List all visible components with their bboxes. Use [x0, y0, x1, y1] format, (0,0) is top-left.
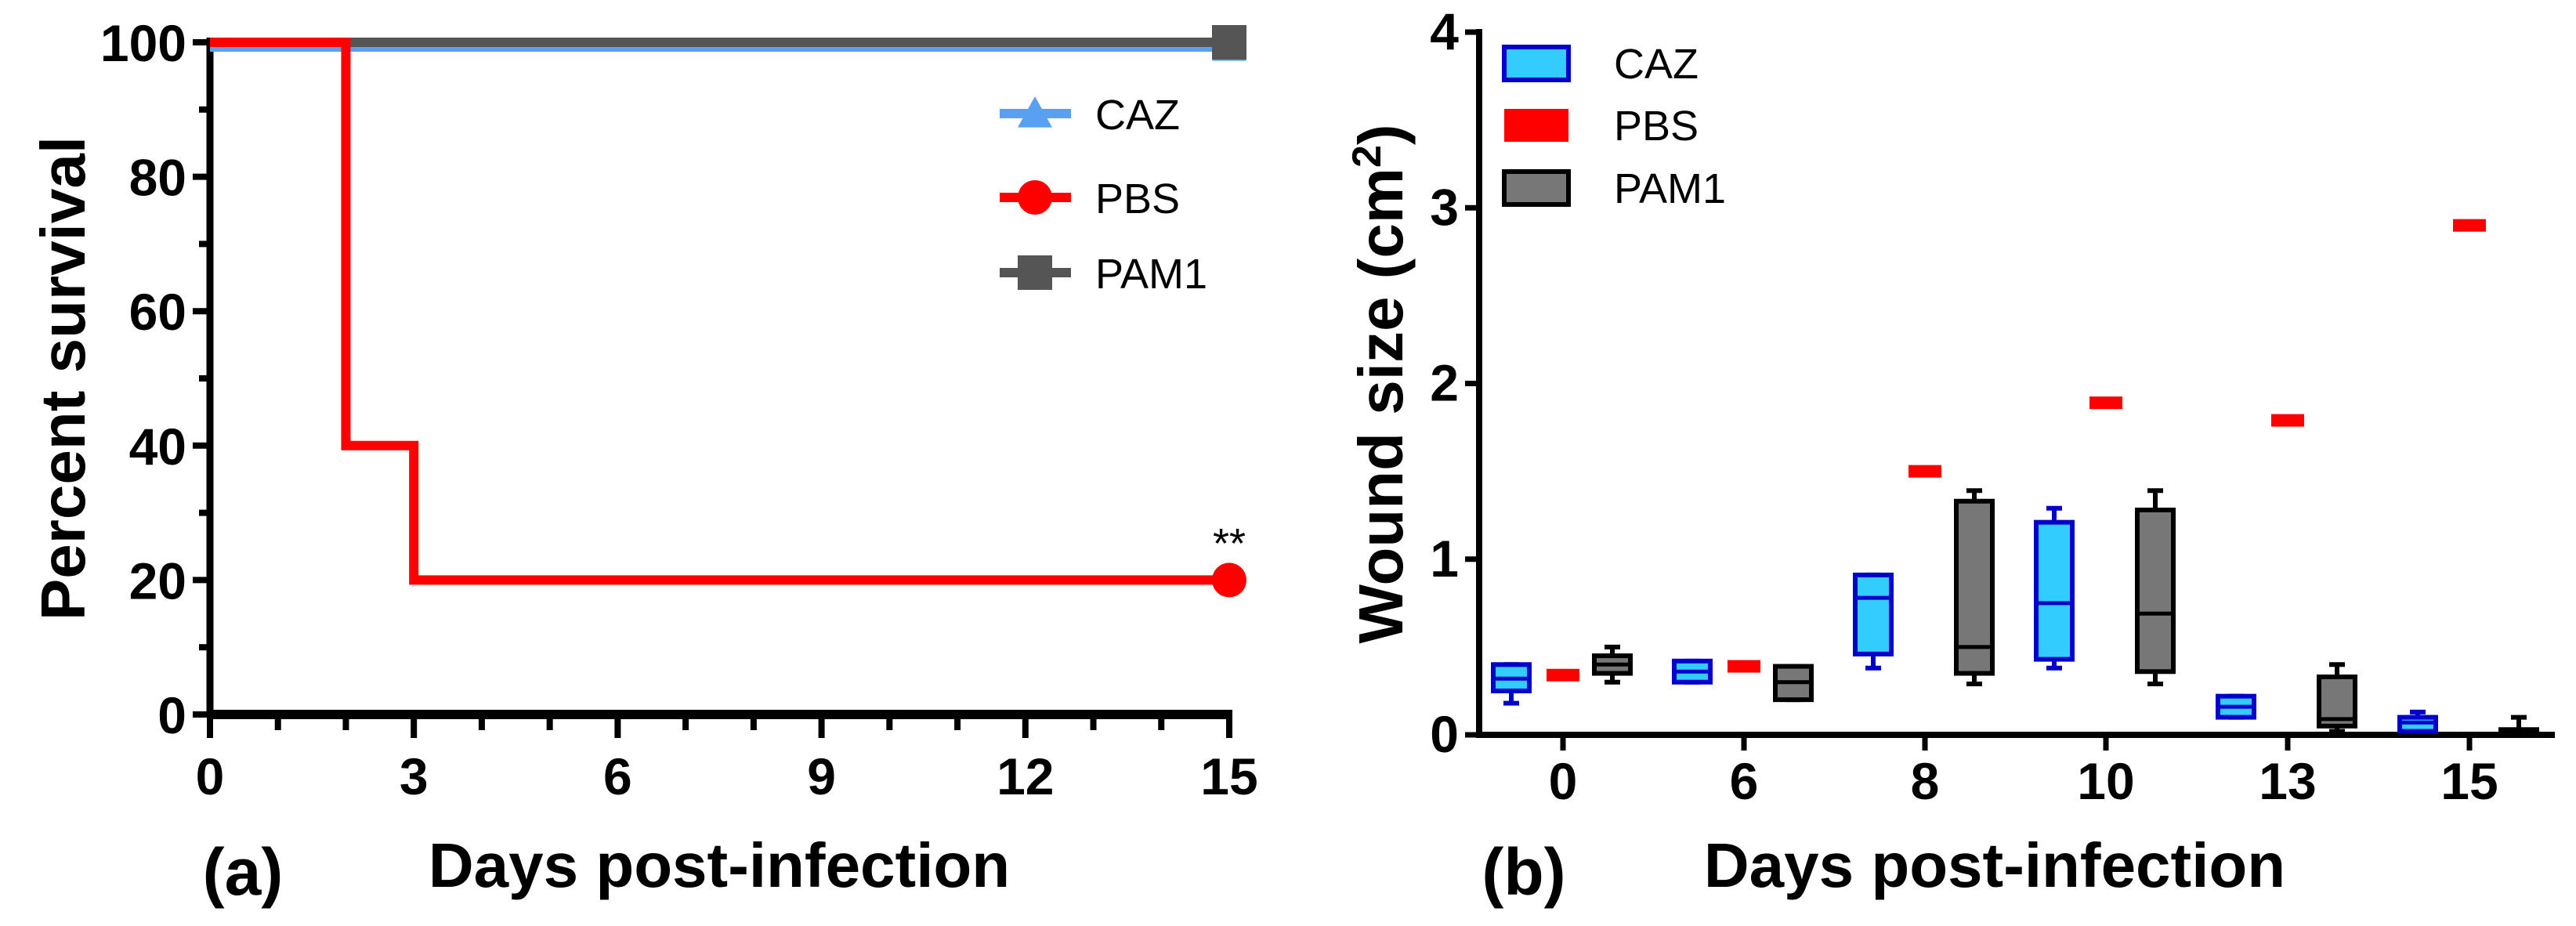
significance-annotation: **	[1213, 520, 1246, 567]
x-tick-label-b: 8	[1911, 752, 1940, 810]
end-marker-pbs	[1212, 562, 1246, 598]
legend-label-caz: CAZ	[1095, 92, 1180, 139]
y-tick-label-b: 3	[1430, 178, 1459, 236]
y-axis-title-a: Percent survival	[28, 136, 98, 620]
pbs-bar	[2089, 396, 2122, 410]
y-tick-label-a: 20	[129, 552, 186, 609]
y-tick-label-a: 0	[157, 686, 186, 744]
y-tick-label-b: 2	[1430, 354, 1459, 412]
x-tick-label-a: 0	[196, 747, 225, 805]
legend-marker-pbs	[1018, 180, 1052, 215]
pbs-bar	[2271, 414, 2304, 427]
x-tick-label-a: 3	[400, 747, 429, 805]
y-tick-label-a: 100	[100, 14, 186, 72]
y-tick-label-a: 80	[129, 149, 186, 207]
legend-label-pbs: PBS	[1095, 175, 1180, 222]
box-caz	[1853, 572, 1894, 657]
legend-label-caz: CAZ	[1614, 41, 1699, 88]
y-tick-label-a: 60	[129, 283, 186, 341]
y-tick-label-b: 0	[1430, 705, 1459, 763]
pbs-bar	[1728, 660, 1760, 673]
x-tick-label-b: 15	[2440, 752, 2498, 810]
x-tick-label-b: 13	[2259, 752, 2316, 810]
legend-label-pam1: PAM1	[1095, 251, 1207, 298]
x-tick-label-a: 6	[603, 747, 632, 805]
y-tick-label-a: 40	[129, 418, 186, 476]
y-tick-label-b: 4	[1430, 2, 1459, 60]
x-axis-title-a: Days post-infection	[429, 830, 1010, 900]
pbs-bar	[1908, 465, 1941, 478]
x-axis-title-b: Days post-infection	[1704, 830, 2285, 900]
box-caz	[2034, 519, 2075, 662]
box-pam1	[2135, 507, 2176, 675]
y-tick-label-b: 1	[1430, 530, 1459, 588]
pbs-bar	[1547, 668, 1579, 682]
pbs-bar	[2453, 219, 2486, 232]
x-tick-label-a: 15	[1200, 747, 1257, 805]
legend-marker-pam1	[1018, 255, 1052, 290]
legend-swatch-caz	[1502, 45, 1571, 82]
wound-size-chart: Wound size (cm2) Days post-infection (b)…	[1344, 2, 2555, 909]
legend-swatch-pam1	[1502, 169, 1571, 207]
survival-chart: Percent survival Days post-infection (a)…	[28, 14, 1258, 909]
box-pam1	[1954, 498, 1995, 676]
legend-label-pam1: PAM1	[1614, 165, 1726, 212]
y-axis-title-b: Wound size (cm2)	[1344, 124, 1416, 643]
survival-line-pbs	[210, 38, 1229, 585]
legend-swatch-pbs	[1504, 109, 1568, 142]
legend-marker-caz	[1018, 96, 1052, 128]
x-tick-label-b: 6	[1730, 752, 1759, 810]
x-tick-label-a: 9	[807, 747, 836, 805]
panel-label-b: (b)	[1482, 835, 1565, 909]
x-tick-label-b: 10	[2077, 752, 2134, 810]
panel-label-a: (a)	[203, 835, 284, 909]
x-tick-label-b: 0	[1549, 752, 1578, 810]
end-marker-pam1	[1212, 25, 1246, 60]
legend-label-pbs: PBS	[1614, 103, 1699, 150]
x-tick-label-a: 12	[997, 747, 1054, 805]
